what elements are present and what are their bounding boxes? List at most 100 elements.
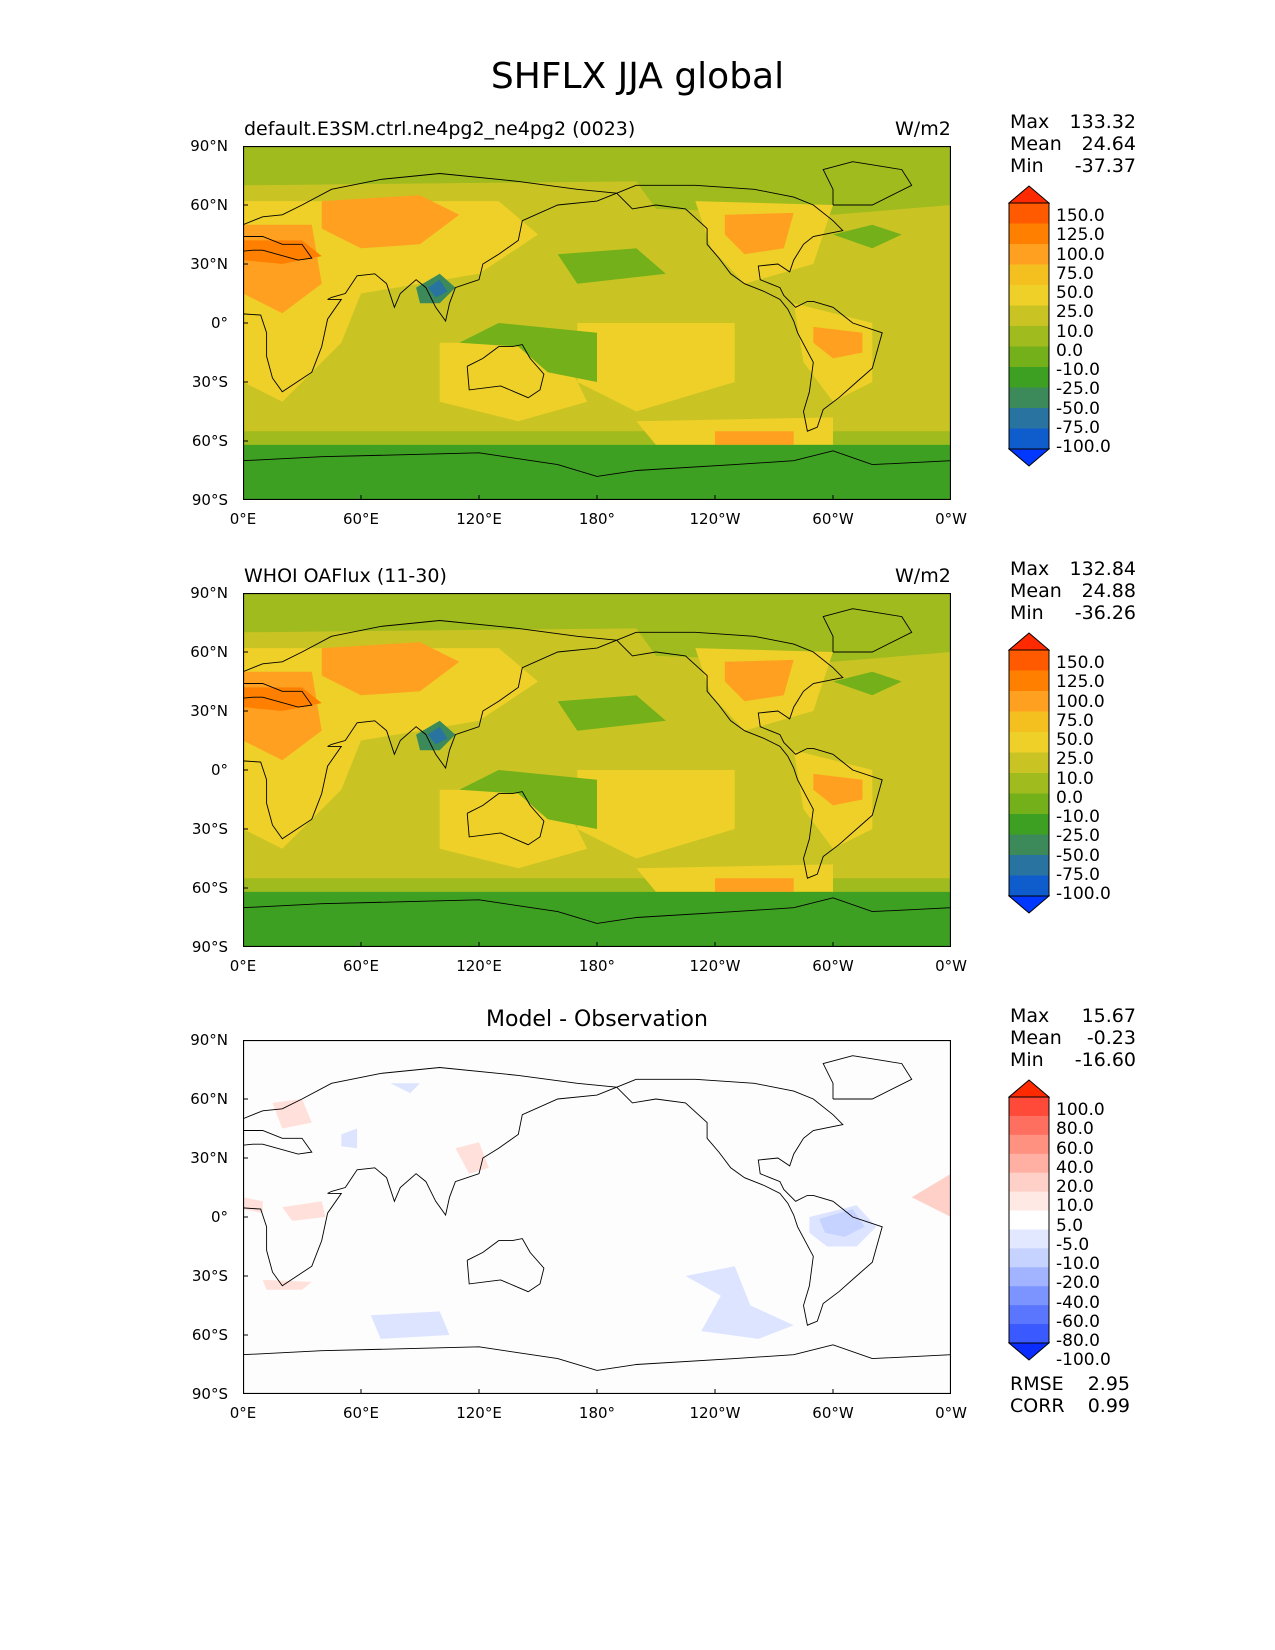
ytick-30s: 30°S <box>191 1267 228 1285</box>
contour-region <box>455 1142 489 1174</box>
colorbar-segment <box>1009 834 1049 856</box>
colorbar-level-label: 60.0 <box>1056 1138 1094 1159</box>
colorbar-level-label: 10.0 <box>1056 1196 1094 1217</box>
colorbar-extend-max <box>1008 185 1050 204</box>
xtick-120e: 120°E <box>456 1404 502 1422</box>
panel-2-map <box>243 593 951 947</box>
contour-region <box>724 659 794 702</box>
colorbar-level-label: 0.0 <box>1056 340 1084 361</box>
colorbar-level-label: 100.0 <box>1056 244 1105 265</box>
colorbar-segment <box>1009 1115 1049 1136</box>
xtick-120e: 120°E <box>456 510 502 528</box>
ytick-90n: 90°N <box>190 137 228 155</box>
ytick-0: 0° <box>210 1208 228 1226</box>
xtick-60w: 60°W <box>812 957 854 975</box>
colorbar-frame <box>1008 202 1050 450</box>
coastline <box>616 184 883 432</box>
xtick-180: 180° <box>578 510 616 528</box>
xtick-120w: 120°W <box>689 1404 741 1422</box>
ytick-30n: 30°N <box>190 255 228 273</box>
contour-region <box>833 671 902 696</box>
colorbar-segment <box>1009 773 1049 794</box>
contour-region <box>577 323 735 412</box>
colorbar-segment <box>1009 1097 1049 1117</box>
coastline <box>466 791 545 846</box>
ytick-60s: 60°S <box>191 1326 228 1344</box>
xtick-180: 180° <box>578 1404 616 1422</box>
colorbar-level-label: 80.0 <box>1056 1119 1094 1140</box>
colorbar-level-label: -50.0 <box>1056 398 1100 419</box>
rmse-value: 2.95 <box>1087 1373 1130 1395</box>
panel-1-colorbar-labels: 150.0 125.0 100.0 75.0 50.0 25.0 10.0 0.0 -10.0-… <box>1056 206 1111 457</box>
coastline <box>243 1067 617 1287</box>
contour-region <box>557 248 666 284</box>
coastline <box>243 897 951 924</box>
colorbar-extend-min <box>1008 1342 1050 1361</box>
xtick-0w: 0°W <box>935 510 967 528</box>
colorbar-segment <box>1009 1172 1049 1193</box>
stat-min-value: -16.60 <box>1074 1049 1136 1071</box>
colorbar-segment <box>1009 367 1049 388</box>
contour-region <box>427 279 448 298</box>
colorbar-level-label: -50.0 <box>1056 845 1100 866</box>
coastline <box>243 450 951 477</box>
contour-region <box>427 726 448 745</box>
xtick-120w: 120°W <box>689 957 741 975</box>
stat-max-label: Max <box>1010 558 1050 580</box>
panel-1-stats: Max 133.32 Mean 24.64 Min -37.37 <box>1010 111 1136 177</box>
contour-region <box>685 1266 794 1339</box>
contour-region <box>321 642 460 696</box>
colorbar-level-label: -100.0 <box>1056 437 1111 457</box>
xtick-60e: 60°E <box>342 510 380 528</box>
colorbar-level-label: 100.0 <box>1056 691 1105 712</box>
ytick-90n: 90°N <box>190 584 228 602</box>
colorbar-level-label: -100.0 <box>1056 884 1111 904</box>
xtick-0e: 0°E <box>229 957 257 975</box>
stat-max-label: Max <box>1010 1005 1050 1027</box>
xtick-60e: 60°E <box>342 957 380 975</box>
colorbar-segment <box>1009 732 1049 753</box>
coastline <box>822 1055 913 1100</box>
colorbar-level-label: -10.0 <box>1056 360 1100 380</box>
stat-max-value: 133.32 <box>1069 111 1136 133</box>
colorbar-segment <box>1009 814 1049 835</box>
xtick-180: 180° <box>578 957 616 975</box>
colorbar-level-label: 125.0 <box>1056 672 1105 693</box>
colorbar-extend-max <box>1008 632 1050 651</box>
colorbar-level-label: 50.0 <box>1056 730 1094 750</box>
colorbar-segment <box>1009 1267 1049 1287</box>
ytick-0: 0° <box>210 314 228 332</box>
ytick-60s: 60°S <box>191 432 228 450</box>
xtick-60w: 60°W <box>812 510 854 528</box>
colorbar-segment <box>1009 875 1049 897</box>
colorbar-frame <box>1008 649 1050 897</box>
ytick-60n: 60°N <box>190 196 228 214</box>
panel-3-colorbar <box>1008 1079 1050 1361</box>
stat-max-value: 15.67 <box>1081 1005 1136 1027</box>
ytick-60s: 60°S <box>191 879 228 897</box>
colorbar-level-label: 25.0 <box>1056 749 1094 770</box>
colorbar-segment <box>1009 305 1049 327</box>
colorbar-segment <box>1009 326 1049 347</box>
panel-1-units: W/m2 <box>895 118 951 140</box>
contour-region <box>370 1311 450 1339</box>
contour-region <box>715 878 794 892</box>
xtick-120w: 120°W <box>689 510 741 528</box>
contour-region <box>724 212 794 255</box>
colorbar-segment <box>1009 711 1049 733</box>
panel-3-map <box>243 1040 951 1394</box>
colorbar-level-label: -20.0 <box>1056 1273 1100 1294</box>
stat-mean-label: Mean <box>1010 1027 1062 1049</box>
contour-region <box>813 326 863 359</box>
ytick-30s: 30°S <box>191 820 228 838</box>
panel-3-metrics: RMSE 2.95 CORR 0.99 <box>1010 1373 1130 1417</box>
stat-max-label: Max <box>1010 111 1050 133</box>
contour-region <box>243 891 951 947</box>
ytick-90s: 90°S <box>191 1385 228 1403</box>
colorbar-level-label: 0.0 <box>1056 787 1084 808</box>
panel-2-colorbar <box>1008 632 1050 914</box>
contour-region <box>243 687 322 711</box>
coastline <box>822 161 913 206</box>
panel-1-title: default.E3SM.ctrl.ne4pg2_ne4pg2 (0023) <box>244 118 636 140</box>
contour-region <box>282 1201 326 1221</box>
